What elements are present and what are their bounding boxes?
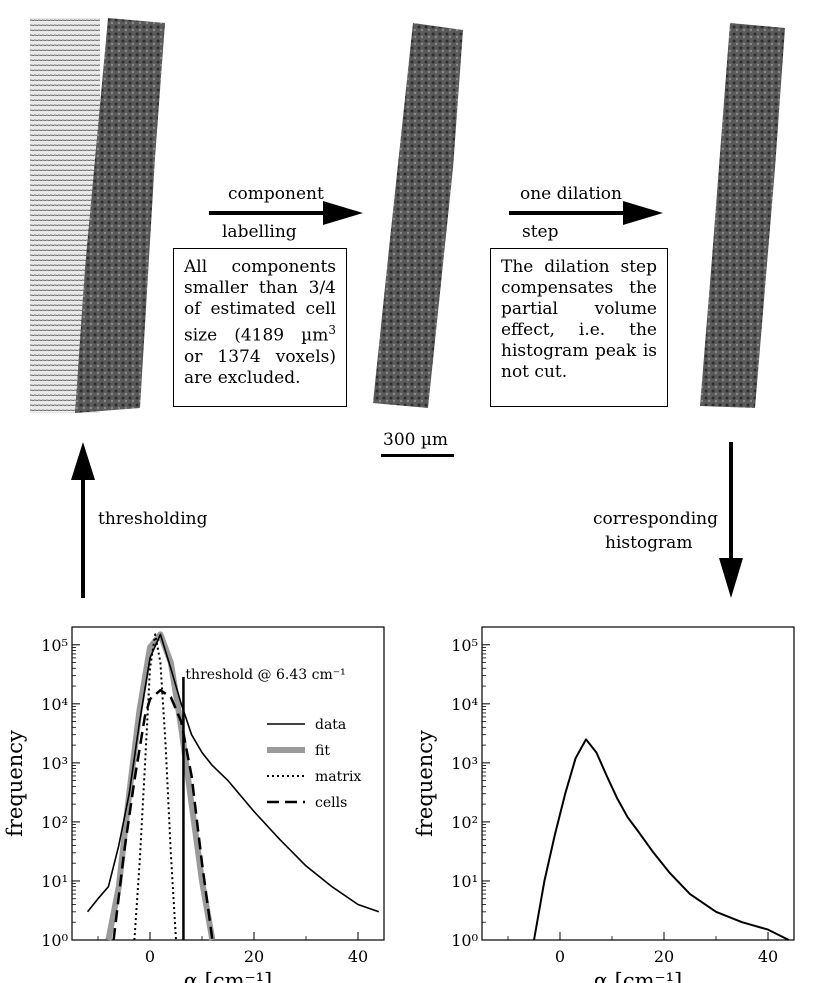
y-axis-label: frequency xyxy=(413,730,437,837)
arrow-label-histogram: histogram xyxy=(605,533,693,553)
arrow-label-corresponding: corresponding xyxy=(593,509,719,529)
y-tick-label: 10² xyxy=(451,813,478,832)
note-line: All components xyxy=(184,257,336,277)
y-tick-label: 10⁵ xyxy=(451,636,478,655)
y-axis-label: frequency xyxy=(3,730,27,837)
note-line: The dilation step xyxy=(501,257,657,277)
plot-frame xyxy=(71,626,385,941)
dilation-note-box: The dilation step compensates the partia… xyxy=(490,248,668,407)
x-tick-label: 40 xyxy=(758,947,778,966)
note-line: histogram peak is xyxy=(501,341,657,361)
x-tick-label: 0 xyxy=(145,947,155,966)
y-tick-label: 10⁰ xyxy=(41,931,68,950)
arrow-component-labelling xyxy=(209,201,363,225)
arrow-label-component: component xyxy=(228,184,324,204)
arrow-corresponding-histogram xyxy=(719,442,743,598)
threshold-annotation: threshold @ 6.43 cm⁻¹ xyxy=(185,667,345,683)
x-tick-label: 20 xyxy=(654,947,674,966)
y-tick-label: 10¹ xyxy=(41,872,68,891)
y-tick-label: 10⁴ xyxy=(451,695,478,714)
y-tick-label: 10¹ xyxy=(451,872,478,891)
x-tick-label: 20 xyxy=(244,947,264,966)
superscript: 3 xyxy=(328,323,336,337)
y-tick-label: 10³ xyxy=(41,754,68,773)
x-tick-label: 40 xyxy=(348,947,368,966)
x-axis-label: α [cm⁻¹] xyxy=(184,969,272,983)
labelling-note-box: All components smaller than 3/4 of estim… xyxy=(173,248,347,407)
note-line: are excluded. xyxy=(184,367,301,388)
y-tick-label: 10² xyxy=(41,813,68,832)
x-tick-label: 0 xyxy=(555,947,565,966)
sample-image-labelled xyxy=(373,23,463,408)
series-line-data xyxy=(86,633,380,913)
y-tick-label: 10⁰ xyxy=(451,931,478,950)
note-line: partial volume xyxy=(501,299,657,319)
y-tick-label: 10³ xyxy=(451,754,478,773)
series-line-matrix xyxy=(133,633,177,941)
legend-label-fit: fit xyxy=(315,743,330,759)
arrow-one-dilation-step xyxy=(509,201,663,225)
y-tick-label: 10⁴ xyxy=(41,695,68,714)
note-line: smaller than 3/4 xyxy=(184,278,336,298)
arrow-label-step: step xyxy=(522,222,559,242)
series-line-cells xyxy=(112,688,214,941)
x-axis-label: α [cm⁻¹] xyxy=(594,969,682,983)
legend-label-data: data xyxy=(315,717,346,733)
sample-image-dilated xyxy=(700,23,785,408)
scale-bar xyxy=(381,454,454,457)
note-line: effect, i.e. the xyxy=(501,320,657,340)
note-line-with-superscript: size (4189 µm3 xyxy=(184,323,336,346)
legend-label-matrix: matrix xyxy=(315,769,361,785)
y-tick-label: 10⁵ xyxy=(41,636,68,655)
note-line: compensates the xyxy=(501,278,657,298)
arrow-label-one-dilation: one dilation xyxy=(520,184,622,204)
histogram-threshold-chart: 10⁰ 10¹ 10² 10³ 10⁴ 10⁵ 0 20 40 α [cm⁻¹] frequency… xyxy=(3,626,385,983)
series-line-histogram xyxy=(533,738,790,941)
plot-frame xyxy=(481,626,795,941)
arrow-thresholding xyxy=(71,442,95,598)
histogram-dilated-chart: 10⁰ 10¹ 10² 10³ 10⁴ 10⁵ 0 20 40 α [cm⁻¹] frequency xyxy=(413,626,795,983)
arrow-label-labelling: labelling xyxy=(222,222,297,242)
legend-label-cells: cells xyxy=(315,795,347,811)
arrow-label-thresholding: thresholding xyxy=(98,509,208,529)
scale-bar-label: 300 µm xyxy=(383,430,449,450)
sample-image-thresholded xyxy=(30,18,165,413)
note-line: or 1374 voxels) xyxy=(184,346,336,367)
note-line: not cut. xyxy=(501,362,568,382)
note-line: of estimated cell xyxy=(184,299,336,319)
